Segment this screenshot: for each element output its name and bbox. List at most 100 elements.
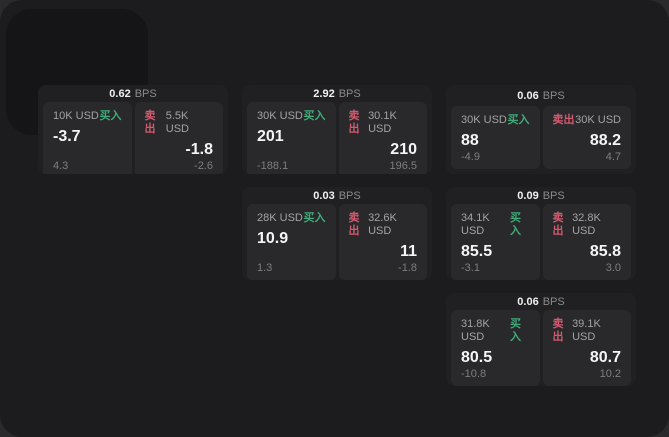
buy-price: 88 — [461, 132, 479, 149]
buy-amount: 31.8K USD — [461, 318, 490, 343]
sell-price: 85.8 — [589, 243, 621, 260]
spread-value: 0.06 — [517, 296, 539, 308]
buy-price: 80.5 — [461, 349, 493, 366]
buy-panel[interactable]: 30K USD 买入 201 -188.1 — [247, 102, 336, 174]
sell-side-label: 卖出 — [552, 114, 575, 126]
spread-header: 0.62 BPS — [38, 85, 228, 100]
buy-price: 201 — [257, 128, 284, 145]
spread-value: 0.03 — [313, 190, 335, 202]
sell-side-label: 卖出 — [348, 110, 360, 135]
buy-panel[interactable]: 34.1K USD 买入 85.5 -3.1 — [451, 204, 540, 280]
sell-panel[interactable]: 卖出 30.1K USD 210 196.5 — [338, 102, 427, 174]
quote-card: 0.06 BPS 31.8K USD 买入 80.5 -10.8 卖出 39.1… — [446, 293, 636, 386]
quote-cards-grid: 0.62 BPS 10K USD 买入 -3.7 4.3 卖出 5.5K USD… — [38, 85, 636, 386]
spread-header: 0.06 BPS — [446, 293, 636, 308]
buy-sub-value: -188.1 — [257, 160, 289, 172]
buy-sub-value: -4.9 — [461, 151, 480, 163]
buy-side-label: 买入 — [509, 212, 521, 237]
sell-sub-value: 4.7 — [605, 151, 621, 163]
buy-side-label: 买入 — [99, 110, 122, 122]
sell-sub-value: 10.2 — [599, 368, 621, 380]
buy-price: 85.5 — [461, 243, 493, 260]
sell-price: 11 — [400, 243, 417, 260]
sell-amount: 30K USD — [575, 114, 621, 126]
sell-sub-value: 3.0 — [605, 262, 621, 274]
spread-unit-label: BPS — [542, 190, 565, 202]
sell-panel[interactable]: 卖出 39.1K USD 80.7 10.2 — [542, 310, 631, 386]
buy-amount: 10K USD — [53, 110, 99, 122]
sell-amount: 30.1K USD — [368, 110, 397, 135]
buy-side-label: 买入 — [507, 114, 530, 126]
sell-amount: 5.5K USD — [165, 110, 189, 135]
sell-panel-header: 卖出 5.5K USD — [145, 110, 214, 136]
spread-value: 0.06 — [517, 90, 539, 102]
sell-price: 210 — [390, 141, 417, 158]
quote-panels: 28K USD 买入 10.9 1.3 卖出 32.6K USD 11 -1.8 — [242, 202, 432, 280]
quote-panels: 30K USD 买入 88 -4.9 卖出 30K USD 88.2 4.7 — [446, 104, 636, 174]
spread-header: 0.06 BPS — [446, 85, 636, 104]
buy-panel[interactable]: 28K USD 买入 10.9 1.3 — [247, 204, 336, 280]
spread-value: 2.92 — [313, 88, 335, 100]
sell-side-label: 卖出 — [552, 318, 564, 343]
sell-price: -1.8 — [185, 141, 213, 158]
buy-amount: 30K USD — [257, 110, 303, 122]
quote-panels: 34.1K USD 买入 85.5 -3.1 卖出 32.8K USD 85.8… — [446, 202, 636, 280]
sell-amount: 39.1K USD — [572, 318, 601, 343]
quote-card: 0.62 BPS 10K USD 买入 -3.7 4.3 卖出 5.5K USD… — [38, 85, 228, 174]
spread-header: 2.92 BPS — [242, 85, 432, 100]
buy-sub-value: -3.1 — [461, 262, 480, 274]
sell-panel-header: 卖出 32.6K USD — [349, 212, 418, 238]
sell-panel-header: 卖出 39.1K USD — [553, 318, 622, 344]
sell-panel[interactable]: 卖出 30K USD 88.2 4.7 — [542, 106, 631, 169]
buy-panel[interactable]: 31.8K USD 买入 80.5 -10.8 — [451, 310, 540, 386]
buy-amount: 30K USD — [461, 114, 507, 126]
spread-value: 0.09 — [517, 190, 539, 202]
sell-panel[interactable]: 卖出 32.6K USD 11 -1.8 — [338, 204, 427, 280]
sell-panel-header: 卖出 32.8K USD — [553, 212, 622, 238]
buy-amount: 34.1K USD — [461, 212, 490, 237]
buy-sub-value: 4.3 — [53, 160, 69, 172]
quote-panels: 10K USD 买入 -3.7 4.3 卖出 5.5K USD -1.8 -2.… — [38, 100, 228, 174]
buy-panel-header: 28K USD 买入 — [257, 212, 326, 225]
quote-panels: 31.8K USD 买入 80.5 -10.8 卖出 39.1K USD 80.… — [446, 308, 636, 386]
sell-side-label: 卖出 — [348, 212, 360, 237]
buy-amount: 28K USD — [257, 212, 303, 224]
spread-unit-label: BPS — [338, 190, 361, 202]
buy-panel[interactable]: 10K USD 买入 -3.7 4.3 — [43, 102, 132, 174]
sell-sub-value: -1.8 — [398, 262, 417, 274]
buy-price: -3.7 — [53, 128, 81, 145]
spread-value: 0.62 — [109, 88, 131, 100]
quote-card: 0.09 BPS 34.1K USD 买入 85.5 -3.1 卖出 32.8K… — [446, 187, 636, 280]
sell-side-label: 卖出 — [552, 212, 564, 237]
spread-header: 0.09 BPS — [446, 187, 636, 202]
buy-side-label: 买入 — [303, 110, 326, 122]
buy-sub-value: -10.8 — [461, 368, 487, 380]
sell-sub-value: -2.6 — [194, 160, 213, 172]
buy-side-label: 买入 — [303, 212, 326, 224]
buy-price: 10.9 — [257, 230, 289, 247]
buy-panel-header: 30K USD 买入 — [257, 110, 326, 123]
sell-panel[interactable]: 卖出 32.8K USD 85.8 3.0 — [542, 204, 631, 280]
buy-panel[interactable]: 30K USD 买入 88 -4.9 — [451, 106, 540, 169]
buy-sub-value: 1.3 — [257, 262, 273, 274]
sell-side-label: 卖出 — [144, 110, 156, 135]
sell-panel[interactable]: 卖出 5.5K USD -1.8 -2.6 — [134, 102, 223, 174]
sell-price: 80.7 — [589, 349, 621, 366]
quote-card: 0.03 BPS 28K USD 买入 10.9 1.3 卖出 32.6K US… — [242, 187, 432, 280]
spread-unit-label: BPS — [338, 88, 361, 100]
sell-sub-value: 196.5 — [389, 160, 417, 172]
sell-price: 88.2 — [589, 132, 621, 149]
buy-panel-header: 31.8K USD 买入 — [461, 318, 530, 344]
quote-card: 2.92 BPS 30K USD 买入 201 -188.1 卖出 30.1K … — [242, 85, 432, 174]
buy-panel-header: 34.1K USD 买入 — [461, 212, 530, 238]
buy-panel-header: 10K USD 买入 — [53, 110, 122, 123]
buy-panel-header: 30K USD 买入 — [461, 114, 530, 127]
quote-card: 0.06 BPS 30K USD 买入 88 -4.9 卖出 30K USD 8… — [446, 85, 636, 174]
quote-panels: 30K USD 买入 201 -188.1 卖出 30.1K USD 210 1… — [242, 100, 432, 174]
spread-header: 0.03 BPS — [242, 187, 432, 202]
spread-unit-label: BPS — [542, 296, 565, 308]
sell-panel-header: 卖出 30K USD — [553, 114, 622, 127]
buy-side-label: 买入 — [509, 318, 521, 343]
sell-panel-header: 卖出 30.1K USD — [349, 110, 418, 136]
